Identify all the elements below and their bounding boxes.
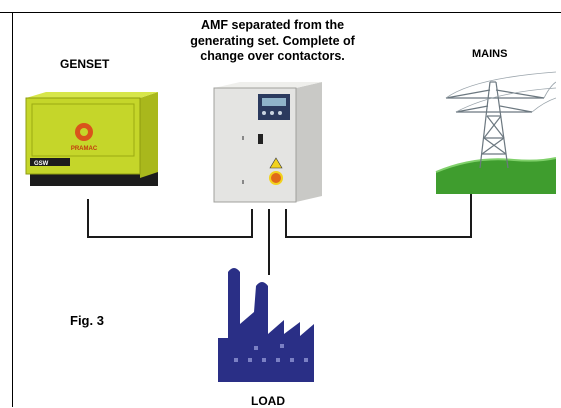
genset-model-text: GSW — [34, 161, 49, 167]
transmission-tower-icon — [445, 81, 545, 169]
genset-feed-vertical — [87, 199, 89, 237]
load-label: LOAD — [251, 394, 285, 408]
figure-label: Fig. 3 — [70, 313, 104, 328]
power-lines — [445, 71, 556, 113]
mains-feed-vertical — [470, 194, 472, 238]
genset-label: GENSET — [60, 57, 110, 71]
genset-side — [140, 92, 158, 178]
genset-image: PRAMAC GSW — [25, 92, 158, 186]
warning-icon — [269, 157, 283, 169]
genset-door — [31, 103, 135, 157]
factory-windows — [234, 344, 308, 362]
caption-line-1: AMF separated from the — [200, 18, 345, 32]
panel-mains-input — [285, 209, 287, 238]
panel-display — [258, 94, 290, 120]
frame-top-border — [0, 12, 561, 13]
caption-line-2: generating set. Complete of — [190, 33, 355, 48]
panel-load-output — [268, 209, 270, 275]
ground — [436, 158, 556, 194]
genset-feed-horizontal — [87, 236, 252, 238]
mains-feed-horizontal — [285, 236, 471, 238]
diagram-caption: AMF separated from the generating set. C… — [150, 18, 395, 65]
factory-silhouette — [218, 268, 314, 382]
stop-button — [269, 171, 283, 185]
factory-load-icon — [218, 268, 314, 382]
panel-key-switch — [258, 134, 263, 144]
genset-top — [26, 92, 158, 98]
panel-top — [214, 82, 322, 88]
panel-genset-input — [251, 209, 253, 238]
frame-left-border — [12, 12, 13, 407]
genset-brand-text: PRAMAC — [71, 146, 98, 152]
mains-image — [435, 71, 556, 194]
amf-panel-image — [213, 82, 322, 203]
caption-line-3: change over contactors. — [200, 49, 345, 63]
panel-side — [296, 82, 322, 202]
mains-label: MAINS — [472, 48, 508, 60]
